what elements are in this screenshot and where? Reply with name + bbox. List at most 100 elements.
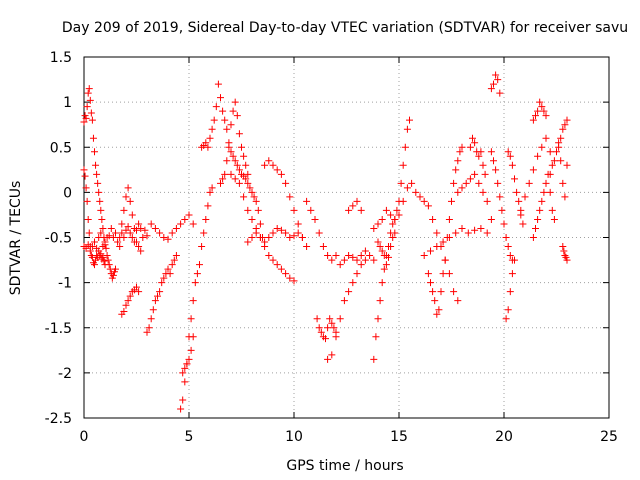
data-point — [492, 166, 500, 174]
data-point — [307, 206, 315, 214]
data-point — [102, 244, 110, 252]
data-point — [471, 139, 479, 147]
data-point — [96, 197, 104, 205]
data-point — [172, 252, 180, 260]
data-point — [147, 315, 155, 323]
data-point — [315, 229, 323, 237]
data-point — [124, 297, 132, 305]
data-point — [504, 148, 512, 156]
data-point — [380, 252, 388, 260]
data-point — [471, 170, 479, 178]
series-arc-af — [529, 170, 558, 241]
data-point — [546, 148, 554, 156]
series-arc-ai — [559, 243, 571, 264]
data-point — [391, 229, 399, 237]
series-arc-c — [80, 220, 151, 255]
data-point — [450, 288, 458, 296]
data-point — [412, 188, 420, 196]
data-point — [458, 224, 466, 232]
data-point — [191, 279, 199, 287]
data-point — [122, 193, 130, 201]
data-point — [120, 206, 128, 214]
data-point — [101, 261, 109, 269]
data-point — [506, 252, 514, 260]
data-point — [445, 270, 453, 278]
data-point — [181, 215, 189, 223]
data-point — [269, 256, 277, 264]
series-arc-ag — [546, 116, 571, 178]
data-point — [86, 96, 94, 104]
data-point — [511, 175, 518, 183]
data-point — [542, 179, 550, 187]
data-point — [506, 288, 514, 296]
data-point — [399, 197, 407, 205]
series-arc-f — [143, 252, 180, 336]
data-point — [303, 197, 311, 205]
data-point — [83, 103, 91, 111]
data-point — [401, 143, 409, 151]
series-arc-q — [324, 256, 369, 363]
data-point — [290, 206, 298, 214]
data-point — [561, 121, 569, 129]
data-point — [477, 224, 485, 232]
data-point — [185, 355, 193, 363]
data-point — [555, 143, 563, 151]
data-point — [534, 215, 542, 223]
data-point — [332, 333, 340, 341]
data-point — [540, 188, 548, 196]
data-point — [82, 114, 90, 122]
data-point — [135, 288, 143, 296]
data-point — [345, 206, 353, 214]
data-point — [223, 125, 231, 133]
data-point — [93, 170, 101, 178]
data-point — [208, 125, 216, 133]
data-point — [387, 211, 395, 219]
data-point — [431, 297, 439, 305]
series-arc-r — [345, 197, 365, 214]
data-point — [89, 134, 97, 142]
x-tick-label: 5 — [185, 429, 194, 445]
series-arc-d — [116, 184, 145, 255]
data-point — [286, 234, 294, 241]
data-point — [471, 226, 479, 234]
data-point — [517, 206, 525, 214]
data-point — [84, 89, 92, 97]
data-point — [189, 333, 197, 341]
data-point — [340, 256, 348, 264]
data-point — [219, 107, 227, 115]
data-point — [99, 253, 107, 261]
data-point — [210, 116, 218, 124]
data-point — [151, 297, 159, 305]
data-point — [179, 369, 187, 377]
data-point — [332, 252, 340, 260]
data-point — [303, 243, 311, 251]
data-point — [104, 256, 112, 264]
data-point — [361, 247, 369, 255]
data-point — [424, 270, 432, 278]
data-point — [372, 333, 380, 341]
series-arc-aa — [487, 148, 516, 264]
series-arc-t — [370, 179, 462, 305]
data-point — [133, 283, 140, 291]
data-point — [164, 265, 172, 273]
data-point — [128, 211, 136, 219]
data-point — [439, 270, 447, 278]
data-point — [429, 288, 437, 296]
data-point — [137, 224, 145, 232]
data-point — [454, 157, 462, 165]
data-point — [496, 193, 504, 201]
data-point — [538, 103, 546, 111]
data-point — [86, 247, 94, 255]
data-point — [437, 288, 445, 296]
data-point — [229, 152, 237, 160]
data-point — [286, 193, 294, 201]
data-point — [420, 197, 428, 205]
data-point — [550, 157, 558, 165]
data-point — [336, 315, 344, 323]
data-point — [206, 188, 214, 196]
series-arc-y — [466, 134, 489, 178]
data-point — [313, 315, 321, 323]
data-point — [475, 152, 483, 160]
data-point — [559, 179, 567, 187]
data-point — [156, 288, 164, 296]
